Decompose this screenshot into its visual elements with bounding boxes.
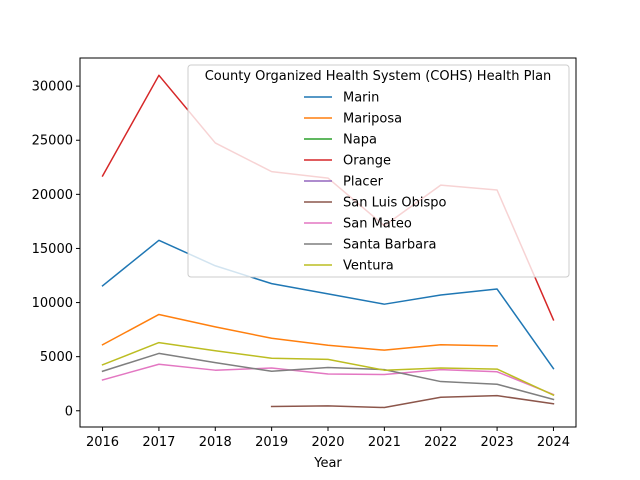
legend-box <box>187 64 570 278</box>
legend-item: Orange <box>304 154 391 169</box>
legend-item: Ventura <box>304 259 394 274</box>
legend-label: San Mateo <box>343 217 412 232</box>
y-tick-label: 5000 <box>40 350 73 365</box>
y-tick-label: 15000 <box>32 242 73 257</box>
legend-label: San Luis Obispo <box>343 196 446 211</box>
series-marin <box>101 239 555 370</box>
legend-item: San Luis Obispo <box>304 196 446 211</box>
series-line <box>101 313 498 351</box>
legend-title: County Organized Health System (COHS) He… <box>205 69 552 84</box>
legend-label: Placer <box>343 175 384 190</box>
legend-label: Ventura <box>343 259 394 274</box>
legend-item: Santa Barbara <box>304 238 436 253</box>
series-mariposa <box>101 313 498 351</box>
legend-item: San Mateo <box>304 217 412 232</box>
series-san-mateo <box>101 363 555 396</box>
legend-item: Placer <box>304 175 384 190</box>
x-tick-label: 2019 <box>255 435 288 450</box>
x-tick-label: 2021 <box>368 435 401 450</box>
y-tick-label: 0 <box>65 404 73 419</box>
legend-item: Napa <box>304 133 377 148</box>
x-axis-label: Year <box>313 456 342 471</box>
y-tick-label: 30000 <box>32 80 73 95</box>
x-tick-label: 2017 <box>142 435 175 450</box>
legend-label: Santa Barbara <box>343 238 436 253</box>
series-ventura <box>101 341 555 397</box>
x-tick-label: 2023 <box>481 435 514 450</box>
x-axis: 2016 2017 2018 2019 2020 2021 2022 2023 2024 <box>86 427 570 450</box>
legend-item: Marin <box>304 91 379 106</box>
y-tick-label: 10000 <box>32 296 73 311</box>
y-tick-label: 25000 <box>32 134 73 149</box>
series-line <box>270 394 555 409</box>
series-line <box>101 352 555 401</box>
legend-label: Marin <box>343 91 379 106</box>
legend-item: Mariposa <box>304 112 402 127</box>
series-line <box>101 363 555 396</box>
x-tick-label: 2022 <box>424 435 457 450</box>
x-tick-label: 2018 <box>199 435 232 450</box>
legend: County Organized Health System (COHS) He… <box>205 69 552 274</box>
series-line <box>101 341 555 397</box>
series-san-luis-obispo <box>270 394 555 409</box>
series-line <box>101 239 555 370</box>
x-tick-label: 2024 <box>537 435 570 450</box>
legend-label: Mariposa <box>343 112 402 127</box>
y-axis: 0 5000 10000 15000 20000 25000 30000 <box>32 80 80 419</box>
legend-label: Napa <box>343 133 377 148</box>
legend-label: Orange <box>343 154 391 169</box>
y-tick-label: 20000 <box>32 188 73 203</box>
series-santa-barbara <box>101 352 555 401</box>
x-tick-label: 2020 <box>311 435 344 450</box>
x-tick-label: 2016 <box>86 435 119 450</box>
